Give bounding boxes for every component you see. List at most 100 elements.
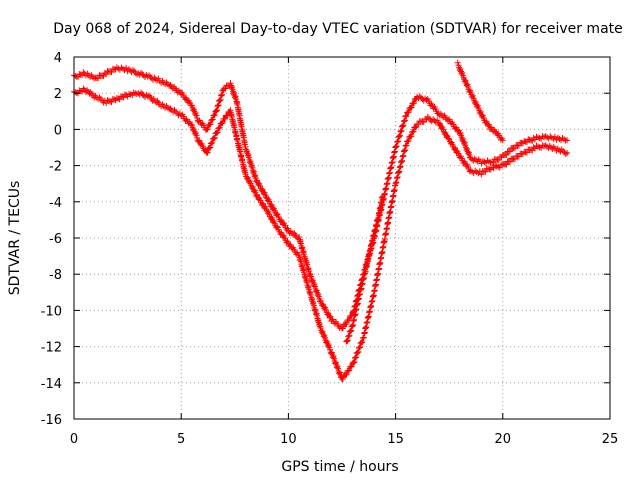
data-point bbox=[475, 156, 482, 163]
data-point bbox=[339, 325, 346, 332]
data-point bbox=[148, 75, 155, 82]
y-tick-label: -6 bbox=[49, 232, 62, 247]
data-point bbox=[140, 72, 147, 79]
data-point bbox=[471, 100, 478, 107]
x-tick-label: 25 bbox=[602, 432, 619, 447]
data-point bbox=[551, 133, 558, 140]
data-point bbox=[151, 74, 158, 81]
data-point bbox=[146, 72, 153, 79]
data-point bbox=[430, 116, 437, 123]
data-point bbox=[458, 70, 465, 77]
data-point bbox=[511, 156, 518, 163]
data-point bbox=[427, 116, 434, 123]
data-point bbox=[403, 113, 410, 120]
data-point bbox=[465, 150, 472, 157]
y-tick-label: 2 bbox=[54, 87, 62, 102]
data-point bbox=[131, 68, 138, 75]
data-point bbox=[415, 121, 422, 128]
data-point bbox=[211, 134, 218, 141]
data-point bbox=[214, 129, 221, 136]
data-point bbox=[140, 92, 147, 99]
data-point bbox=[147, 73, 154, 80]
data-point bbox=[469, 94, 476, 101]
data-point bbox=[72, 72, 79, 79]
data-point bbox=[473, 157, 479, 164]
data-point bbox=[479, 113, 486, 120]
data-point bbox=[410, 99, 417, 106]
y-tick-label: 0 bbox=[54, 123, 62, 138]
data-point bbox=[408, 133, 415, 140]
data-point bbox=[251, 188, 258, 195]
data-point bbox=[490, 159, 497, 166]
data-point bbox=[207, 144, 214, 151]
data-point bbox=[503, 161, 510, 168]
x-tick-label: 0 bbox=[70, 432, 78, 447]
data-point bbox=[564, 149, 571, 156]
data-point bbox=[72, 89, 79, 96]
data-point bbox=[109, 95, 116, 102]
data-point bbox=[530, 144, 537, 151]
data-point bbox=[456, 131, 463, 138]
x-tick-label: 20 bbox=[495, 432, 512, 447]
y-tick-label: -16 bbox=[41, 413, 62, 428]
data-point bbox=[515, 142, 522, 149]
data-point bbox=[76, 71, 83, 78]
data-point bbox=[329, 354, 336, 361]
data-point bbox=[284, 238, 291, 245]
data-point bbox=[461, 78, 468, 85]
data-point bbox=[190, 127, 197, 134]
data-point bbox=[343, 371, 350, 378]
data-point bbox=[111, 96, 118, 103]
data-point bbox=[408, 104, 415, 111]
y-tick-label: -4 bbox=[49, 196, 62, 211]
data-point bbox=[467, 154, 474, 161]
data-point bbox=[284, 225, 291, 232]
data-point bbox=[410, 128, 417, 135]
data-point bbox=[219, 119, 226, 126]
data-point bbox=[139, 71, 146, 78]
data-point bbox=[468, 156, 475, 163]
data-point bbox=[556, 147, 563, 154]
data-point bbox=[214, 107, 221, 114]
y-ticks: 4 2 0 -2 -4 -6 -8 -10 -12 -14 -16 bbox=[41, 51, 610, 428]
data-point bbox=[405, 137, 412, 144]
data-point bbox=[414, 93, 421, 100]
data-point bbox=[95, 75, 102, 82]
x-tick-label: 5 bbox=[177, 432, 185, 447]
data-point bbox=[209, 139, 216, 146]
data-point bbox=[348, 363, 355, 370]
data-point bbox=[333, 364, 340, 371]
data-point bbox=[515, 153, 522, 160]
data-point bbox=[482, 168, 489, 175]
data-point bbox=[353, 354, 360, 361]
data-point bbox=[129, 66, 136, 73]
y-tick-label: -2 bbox=[49, 160, 62, 175]
data-point bbox=[108, 69, 115, 76]
data-point bbox=[529, 137, 536, 144]
data-point bbox=[139, 91, 146, 98]
chart-title: Day 068 of 2024, Sidereal Day-to-day VTE… bbox=[53, 21, 623, 37]
data-point bbox=[166, 82, 173, 89]
data-point bbox=[558, 146, 565, 153]
data-point bbox=[495, 157, 502, 164]
data-point bbox=[474, 103, 481, 110]
data-point bbox=[355, 348, 362, 355]
data-point bbox=[564, 137, 571, 144]
data-point bbox=[323, 339, 330, 346]
data-point bbox=[542, 142, 549, 149]
data-point bbox=[546, 143, 553, 150]
data-point bbox=[207, 121, 214, 128]
data-point bbox=[418, 94, 425, 101]
data-point bbox=[192, 131, 199, 138]
data-point bbox=[476, 110, 483, 117]
data-point bbox=[416, 93, 423, 100]
data-point bbox=[478, 171, 485, 178]
data-point bbox=[525, 136, 532, 143]
data-point bbox=[144, 93, 151, 100]
data-point bbox=[104, 97, 111, 104]
data-point bbox=[215, 102, 222, 109]
grid bbox=[74, 57, 610, 419]
data-point bbox=[471, 155, 478, 162]
data-point bbox=[217, 96, 224, 103]
